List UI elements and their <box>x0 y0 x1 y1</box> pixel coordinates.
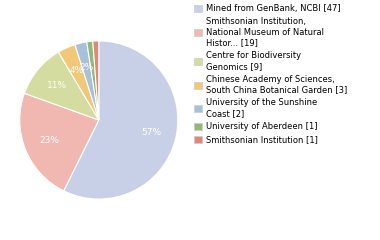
Wedge shape <box>20 93 99 191</box>
Text: 2%: 2% <box>79 63 94 72</box>
Wedge shape <box>24 52 99 120</box>
Wedge shape <box>59 45 99 120</box>
Text: 23%: 23% <box>39 136 59 144</box>
Wedge shape <box>64 41 178 199</box>
Text: 4%: 4% <box>70 66 84 75</box>
Text: 11%: 11% <box>47 81 67 90</box>
Text: 57%: 57% <box>141 128 161 137</box>
Wedge shape <box>93 41 99 120</box>
Wedge shape <box>87 41 99 120</box>
Wedge shape <box>75 42 99 120</box>
Legend: Mined from GenBank, NCBI [47], Smithsonian Institution,
National Museum of Natur: Mined from GenBank, NCBI [47], Smithsoni… <box>194 4 347 144</box>
